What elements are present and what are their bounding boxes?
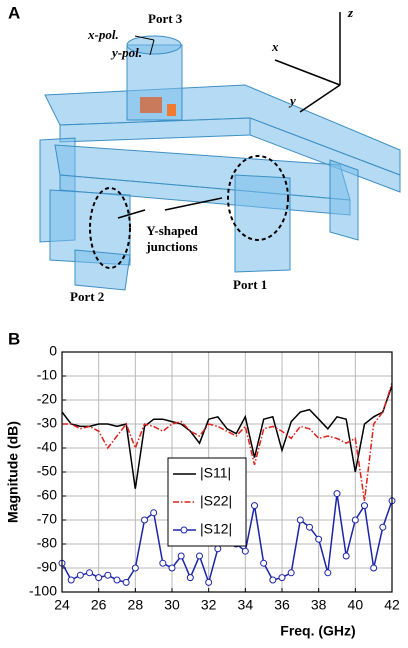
- data-point: [76, 571, 84, 579]
- y-tick-label: -90: [37, 559, 57, 575]
- series-line: [61, 385, 393, 489]
- data-point: [342, 552, 350, 560]
- data-point: [95, 574, 103, 582]
- data-point: [86, 569, 93, 577]
- junction-circle: [227, 155, 289, 241]
- y-tick-label: -70: [37, 511, 57, 527]
- x-tick-label: 42: [384, 597, 400, 613]
- data-point: [214, 545, 222, 553]
- x-tick-label: 30: [164, 597, 180, 613]
- y-tick-label: -40: [37, 439, 57, 455]
- arm: [249, 117, 401, 193]
- data-point: [333, 490, 341, 498]
- y-tick-label: -50: [37, 463, 57, 479]
- data-point: [113, 576, 121, 584]
- label: Port 3: [148, 11, 183, 26]
- data-point: [131, 564, 139, 572]
- data-point: [241, 547, 249, 555]
- data-point: [296, 516, 304, 524]
- data-point: [205, 578, 213, 586]
- y-tick-label: -20: [37, 391, 57, 407]
- data-point: [159, 559, 167, 567]
- data-point: [186, 574, 194, 582]
- data-point: [196, 552, 203, 560]
- device-drawing: [39, 12, 401, 291]
- label: x-pol.: [87, 27, 119, 42]
- port1-block: [234, 174, 291, 273]
- x-tick-label: 40: [348, 597, 364, 613]
- x-tick-label: 28: [128, 597, 144, 613]
- port2-block: [74, 249, 131, 291]
- axis-name: z: [347, 5, 354, 20]
- panel-label: A: [8, 3, 20, 22]
- label: Port 1: [233, 277, 267, 292]
- data-point: [150, 509, 158, 517]
- pol-arrow: [134, 35, 155, 41]
- arrow: [117, 209, 146, 219]
- y-axis-title: Magnitude (dB): [5, 421, 21, 523]
- y-tick-label: -100: [29, 583, 57, 599]
- data-point: [306, 523, 313, 531]
- data-point: [361, 502, 368, 510]
- data-point: [324, 569, 332, 577]
- data-point: [141, 516, 148, 524]
- legend-label: |S12|: [200, 521, 232, 537]
- x-axis-title: Freq. (GHz): [280, 623, 355, 639]
- arrow: [164, 197, 223, 211]
- axis-name: x: [271, 39, 279, 54]
- label: Port 2: [70, 289, 104, 304]
- data-point: [67, 576, 75, 584]
- axis-x: [274, 59, 341, 86]
- y-tick-label: 0: [49, 343, 57, 359]
- axis-name: y: [288, 93, 296, 108]
- legend-label: |S11|: [200, 465, 231, 481]
- label: junctions: [145, 239, 197, 254]
- port3-top: [126, 35, 182, 55]
- data-point: [269, 576, 277, 584]
- x-tick-label: 24: [54, 597, 70, 613]
- data-point: [122, 578, 130, 586]
- panel-label: B: [8, 329, 20, 348]
- legend-marker: [180, 526, 188, 534]
- data-point: [287, 569, 295, 577]
- x-tick-label: 26: [91, 597, 107, 613]
- data-point: [168, 564, 176, 572]
- y-tick-label: -10: [37, 367, 57, 383]
- data-point: [315, 535, 323, 543]
- x-tick-label: 32: [201, 597, 217, 613]
- x-tick-label: 36: [274, 597, 290, 613]
- x-tick-label: 38: [311, 597, 327, 613]
- y-tick-label: -60: [37, 487, 57, 503]
- junction-circle: [89, 187, 131, 269]
- data-point: [177, 552, 185, 560]
- x-tick-label: 34: [238, 597, 254, 613]
- side: [329, 159, 359, 241]
- axis-y: [299, 84, 341, 113]
- label: y-pol.: [110, 45, 142, 60]
- data-point: [351, 516, 359, 524]
- data-point: [104, 571, 112, 579]
- data-point: [370, 564, 378, 572]
- plot-frame: [61, 351, 393, 593]
- series-line: [62, 382, 393, 501]
- junction: [49, 189, 131, 266]
- y-tick-label: -80: [37, 535, 57, 551]
- data-point: [260, 559, 268, 567]
- data-point: [278, 574, 286, 582]
- probe: [167, 104, 176, 116]
- legend-label: |S22|: [200, 493, 232, 509]
- pol-arrow: [149, 39, 155, 56]
- data-point: [251, 502, 258, 510]
- data-point: [379, 523, 387, 531]
- y-tick-label: -30: [37, 415, 57, 431]
- label: Y-shaped: [146, 223, 198, 238]
- probe: [140, 97, 162, 113]
